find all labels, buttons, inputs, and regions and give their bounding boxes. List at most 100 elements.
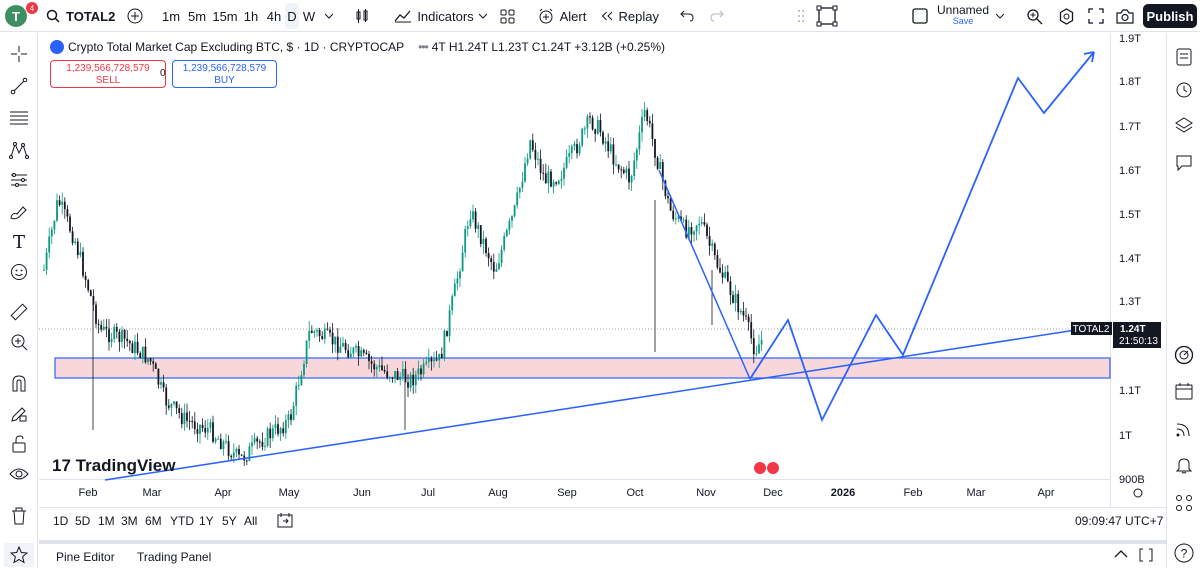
crosshair-tool[interactable] bbox=[6, 41, 32, 67]
calendar-button[interactable] bbox=[1172, 379, 1196, 403]
range-1d[interactable]: 1D bbox=[53, 514, 69, 528]
pulse-button[interactable] bbox=[1172, 343, 1196, 367]
question-circle-icon: ? bbox=[1174, 543, 1194, 563]
indicators-dropdown[interactable] bbox=[478, 0, 488, 32]
candle-body bbox=[394, 371, 396, 379]
compare-symbol-button[interactable] bbox=[125, 0, 145, 32]
publish-button[interactable]: Publish bbox=[1143, 4, 1197, 28]
candle-body bbox=[253, 438, 256, 443]
price-chart[interactable]: 1.9T 1.8T 1.7T 1.6T 1.5T 1.4T 1.3T 1.1T 1T 900B Fe… bbox=[39, 33, 1166, 507]
candle-body bbox=[534, 149, 537, 160]
interval-w[interactable]: W bbox=[302, 8, 316, 24]
favorites-tool[interactable] bbox=[4, 543, 34, 567]
candle-body bbox=[464, 228, 467, 253]
zoom-tool[interactable] bbox=[6, 329, 32, 355]
candle-body bbox=[180, 413, 183, 425]
candle-body bbox=[492, 261, 495, 272]
fib-lines-icon bbox=[10, 111, 28, 125]
fullscreen-button[interactable] bbox=[1086, 0, 1106, 32]
user-avatar[interactable]: T bbox=[5, 5, 27, 27]
settings-button[interactable] bbox=[1056, 0, 1076, 32]
range-5y[interactable]: 5Y bbox=[222, 514, 237, 528]
drag-handle-icon[interactable] bbox=[796, 0, 806, 32]
layout-name-button[interactable]: Unnamed Save bbox=[934, 0, 992, 32]
lock-drawings-tool[interactable] bbox=[6, 431, 32, 457]
range-6m[interactable]: 6M bbox=[145, 514, 162, 528]
candle-body bbox=[115, 327, 118, 332]
forecast-tool[interactable] bbox=[6, 167, 32, 193]
trendline-tool[interactable] bbox=[6, 73, 32, 99]
collapse-panel-button[interactable] bbox=[1114, 548, 1128, 562]
more-dots-icon[interactable]: ••• bbox=[418, 40, 429, 54]
hide-drawings-tool[interactable] bbox=[6, 461, 32, 487]
snapshot-button[interactable] bbox=[1114, 0, 1136, 32]
range-all[interactable]: All bbox=[244, 514, 258, 528]
candle-body bbox=[615, 164, 617, 166]
layout-checkbox[interactable] bbox=[910, 0, 930, 32]
magnet-tool[interactable] bbox=[6, 371, 32, 397]
maximize-panel-button[interactable] bbox=[1139, 548, 1153, 565]
ideas-stream-button[interactable] bbox=[1172, 417, 1196, 441]
goto-date-button[interactable] bbox=[277, 512, 293, 531]
range-1y[interactable]: 1Y bbox=[199, 514, 214, 528]
indicators-button[interactable]: Indicators bbox=[391, 0, 477, 32]
undo-button[interactable] bbox=[678, 0, 696, 32]
interval-d[interactable]: D bbox=[285, 3, 299, 29]
delete-drawings-tool[interactable] bbox=[6, 503, 32, 529]
object-tree-button[interactable] bbox=[1172, 113, 1196, 137]
candle-body bbox=[674, 218, 677, 220]
alerts-panel-button[interactable] bbox=[1172, 77, 1196, 101]
pattern-tool[interactable] bbox=[6, 137, 32, 163]
candle-body bbox=[334, 336, 337, 345]
fullscreen-select-button[interactable] bbox=[814, 0, 840, 32]
candle-body bbox=[591, 117, 594, 130]
interval-15m[interactable]: 15m bbox=[212, 8, 238, 24]
measure-tool[interactable] bbox=[6, 299, 32, 325]
layouts-button[interactable] bbox=[497, 0, 517, 32]
support-zone bbox=[54, 357, 1111, 379]
candle-body bbox=[378, 365, 381, 368]
interval-dropdown[interactable] bbox=[322, 0, 336, 32]
trading-panel-tab[interactable]: Trading Panel bbox=[137, 550, 212, 564]
help-button[interactable]: ? bbox=[1172, 541, 1196, 565]
range-1m[interactable]: 1M bbox=[98, 514, 115, 528]
candle-body bbox=[633, 160, 636, 176]
alert-button[interactable]: Alert bbox=[536, 0, 588, 32]
candle-body bbox=[264, 445, 266, 447]
candle-body bbox=[282, 428, 285, 434]
buy-button[interactable]: 1,239,566,728,579 BUY bbox=[172, 60, 277, 88]
chats-button[interactable] bbox=[1172, 151, 1196, 175]
quick-search-button[interactable] bbox=[1024, 0, 1044, 32]
clock-timezone[interactable]: 09:09:47 UTC+7 bbox=[1075, 514, 1164, 528]
pine-editor-tab[interactable]: Pine Editor bbox=[56, 550, 115, 564]
layout-dropdown[interactable] bbox=[994, 0, 1006, 32]
brush-tool[interactable] bbox=[6, 198, 32, 224]
pattern-icon bbox=[9, 142, 29, 159]
notifications-button[interactable] bbox=[1172, 453, 1196, 477]
range-ytd[interactable]: YTD bbox=[170, 514, 194, 528]
candle-body bbox=[209, 422, 212, 429]
symbol-search[interactable]: TOTAL2 bbox=[46, 0, 121, 32]
watchlist-button[interactable] bbox=[1172, 45, 1196, 69]
range-5d[interactable]: 5D bbox=[75, 514, 91, 528]
apps-button[interactable] bbox=[1172, 491, 1196, 515]
interval-1m[interactable]: 1m bbox=[161, 8, 181, 24]
candle-body bbox=[732, 295, 734, 303]
range-3m[interactable]: 3M bbox=[121, 514, 138, 528]
fib-tool[interactable] bbox=[6, 105, 32, 131]
chart-type-button[interactable] bbox=[352, 0, 372, 32]
text-tool-icon: T bbox=[12, 231, 25, 253]
text-tool[interactable]: T bbox=[6, 229, 32, 255]
replay-button[interactable]: Replay bbox=[601, 0, 659, 32]
candle-body bbox=[69, 216, 71, 232]
stay-drawing-tool[interactable] bbox=[6, 401, 32, 427]
sell-button[interactable]: 1,239,566,728,579 SELL bbox=[50, 60, 166, 88]
redo-button[interactable] bbox=[708, 0, 726, 32]
candle-body bbox=[706, 224, 708, 236]
legend-title[interactable]: Crypto Total Market Cap Excluding BTC, $… bbox=[68, 40, 405, 54]
interval-4h[interactable]: 4h bbox=[266, 8, 282, 24]
interval-5m[interactable]: 5m bbox=[187, 8, 207, 24]
interval-1h[interactable]: 1h bbox=[243, 8, 259, 24]
icon-tool[interactable] bbox=[6, 259, 32, 285]
candle-body bbox=[677, 216, 680, 219]
